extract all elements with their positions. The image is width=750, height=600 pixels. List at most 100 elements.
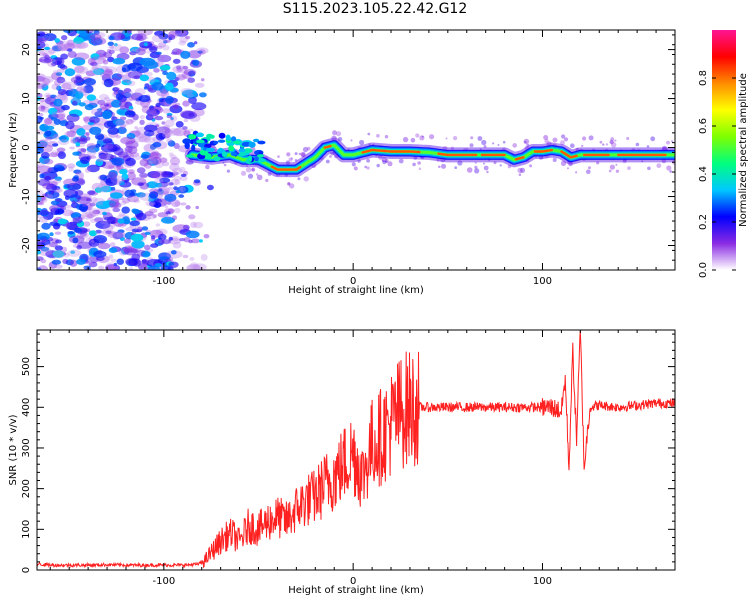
noise-speck <box>178 194 185 198</box>
noise-speck <box>180 50 191 59</box>
noise-speck <box>142 251 151 257</box>
halo-speck <box>289 183 295 189</box>
noise-speck <box>180 175 188 181</box>
noise-speck <box>91 65 99 71</box>
halo-speck <box>398 158 404 164</box>
noise-speck <box>101 101 109 106</box>
noise-speck <box>93 197 106 206</box>
halo-speck <box>611 142 617 148</box>
noise-speck <box>176 65 182 70</box>
halo-speck <box>367 132 371 136</box>
noise-speck <box>74 137 80 143</box>
noise-speck <box>48 152 59 158</box>
ridge-blob <box>254 156 259 162</box>
noise-speck <box>79 137 88 142</box>
halo-speck <box>247 173 254 179</box>
noise-speck <box>155 183 163 188</box>
noise-speck <box>194 41 198 45</box>
noise-speck <box>107 164 115 170</box>
noise-speck <box>192 59 200 66</box>
noise-speck <box>99 174 108 181</box>
halo-speck <box>223 163 227 167</box>
bot-y-tick-label: 200 <box>21 479 32 498</box>
noise-speck <box>165 95 174 104</box>
noise-speck <box>166 215 171 219</box>
noise-speck <box>102 138 113 144</box>
top-x-tick-label: -100 <box>152 276 175 287</box>
noise-speck <box>168 152 174 156</box>
noise-speck <box>78 203 89 212</box>
noise-speck <box>151 150 160 158</box>
noise-speck <box>163 30 169 33</box>
noise-speck <box>135 129 141 135</box>
noise-speck <box>53 98 63 107</box>
noise-speck <box>172 167 183 175</box>
noise-speck <box>89 155 97 159</box>
halo-speck <box>519 167 526 173</box>
noise-speck <box>47 107 58 115</box>
noise-speck <box>49 232 54 237</box>
noise-speck <box>108 247 118 253</box>
noise-speck <box>161 216 175 224</box>
noise-speck <box>145 50 151 54</box>
halo-speck <box>402 136 409 143</box>
noise-speck <box>123 247 138 256</box>
halo-speck <box>517 167 523 174</box>
halo-speck <box>287 182 291 185</box>
noise-speck <box>78 152 85 158</box>
noise-speck <box>55 198 61 202</box>
halo-speck <box>552 158 557 162</box>
noise-speck <box>87 148 97 157</box>
snr-series-line <box>37 330 675 569</box>
noise-speck <box>110 43 123 52</box>
halo-speck <box>615 169 620 173</box>
noise-speck <box>107 127 119 135</box>
spectrogram-x-axis-label: Height of straight line (km) <box>288 285 424 296</box>
ridge-blob <box>238 148 246 153</box>
halo-speck <box>412 162 416 167</box>
noise-speck <box>88 238 100 247</box>
noise-speck <box>107 41 115 46</box>
noise-speck <box>171 104 179 110</box>
noise-speck <box>72 213 80 219</box>
noise-speck <box>136 228 143 233</box>
noise-speck <box>76 127 86 136</box>
noise-speck <box>115 93 123 101</box>
noise-speck <box>56 68 65 74</box>
noise-speck <box>110 192 123 199</box>
noise-speck <box>57 43 69 51</box>
noise-speck <box>56 166 65 172</box>
noise-speck <box>52 70 59 74</box>
noise-speck <box>191 102 207 111</box>
noise-speck <box>52 178 62 184</box>
noise-speck <box>162 71 169 76</box>
halo-speck <box>474 165 478 169</box>
halo-speck <box>605 143 609 146</box>
noise-speck <box>45 125 55 131</box>
noise-speck <box>108 254 114 259</box>
noise-speck <box>62 258 69 264</box>
noise-speck <box>102 200 117 208</box>
ridge-blob <box>230 152 237 156</box>
noise-speck <box>180 87 193 95</box>
halo-speck <box>366 158 370 163</box>
noise-speck <box>144 162 152 169</box>
noise-speck <box>125 119 134 125</box>
noise-speck <box>167 181 173 187</box>
noise-speck <box>179 238 186 242</box>
noise-speck <box>110 186 116 191</box>
noise-speck <box>183 119 189 123</box>
halo-speck <box>560 140 565 146</box>
noise-speck <box>66 113 80 122</box>
noise-speck <box>185 35 191 40</box>
noise-speck <box>37 31 46 37</box>
halo-speck <box>376 163 380 168</box>
noise-speck <box>153 198 163 204</box>
noise-speck <box>106 262 117 270</box>
noise-speck <box>76 86 83 92</box>
noise-speck <box>37 83 46 90</box>
noise-speck <box>149 152 162 160</box>
noise-speck <box>144 124 158 132</box>
noise-speck <box>60 35 68 41</box>
